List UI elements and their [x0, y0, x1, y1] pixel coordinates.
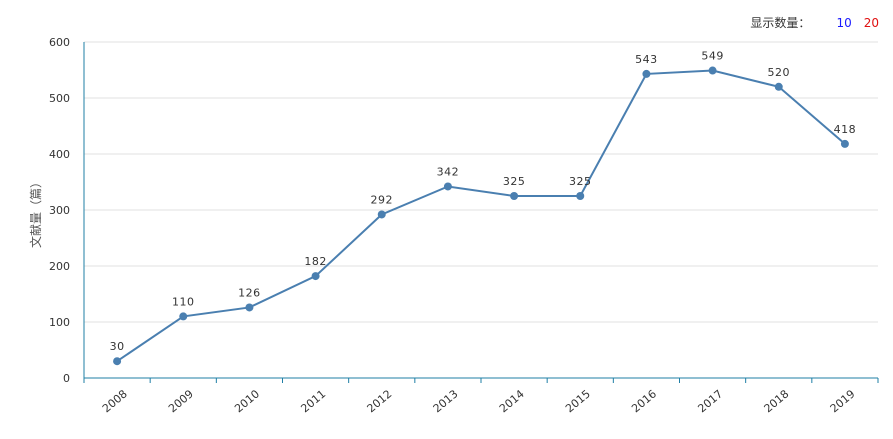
- data-point[interactable]: [576, 192, 585, 200]
- x-tick-label: 2011: [298, 387, 328, 415]
- x-tick-label: 2013: [431, 387, 461, 415]
- x-tick-label: 2008: [100, 387, 130, 415]
- y-axis-label: 文献量（篇）: [28, 176, 43, 248]
- data-label: 292: [371, 193, 394, 206]
- data-point[interactable]: [840, 139, 849, 148]
- x-tick-label: 2009: [166, 387, 196, 415]
- x-tick-label: 2019: [828, 387, 858, 415]
- data-point[interactable]: [708, 66, 717, 75]
- data-point[interactable]: [179, 312, 188, 321]
- data-label: 342: [437, 165, 460, 178]
- data-point[interactable]: [443, 182, 452, 191]
- data-point[interactable]: [113, 357, 122, 366]
- y-tick-label: 300: [49, 204, 70, 217]
- x-tick-label: 2014: [497, 387, 527, 415]
- data-point[interactable]: [510, 192, 519, 200]
- x-tick-label: 2010: [232, 387, 262, 415]
- data-label: 30: [110, 340, 125, 353]
- data-point[interactable]: [774, 82, 783, 91]
- data-label: 126: [238, 286, 261, 299]
- y-tick-label: 0: [63, 372, 70, 385]
- data-point[interactable]: [377, 210, 386, 219]
- display-count-label: 显示数量：: [750, 16, 811, 30]
- y-tick-label: 500: [49, 92, 70, 105]
- x-tick-label: 2012: [365, 387, 395, 415]
- data-label: 325: [569, 175, 592, 188]
- y-tick-label: 200: [49, 260, 70, 273]
- data-point[interactable]: [311, 272, 320, 281]
- x-axis: 2008 2009 2010 2011 2012 2013 2014 2015 2016 2017…: [83, 377, 879, 415]
- data-label: 549: [701, 50, 724, 63]
- x-tick-label: 2015: [563, 387, 593, 415]
- data-label: 543: [635, 53, 658, 66]
- series-layer: 30 110 126 182 292 342 325 325 543 549 520 418: [110, 50, 857, 366]
- x-tick-label: 2017: [695, 387, 725, 415]
- data-label: 182: [304, 255, 327, 268]
- data-point[interactable]: [642, 69, 651, 78]
- data-label: 325: [503, 175, 526, 188]
- data-label: 418: [834, 123, 857, 136]
- series-line: [116, 69, 846, 363]
- x-tick-label: 2018: [762, 387, 792, 415]
- y-tick-label: 600: [49, 36, 70, 49]
- grid-lines: [84, 41, 878, 323]
- y-tick-label: 400: [49, 148, 70, 161]
- y-axis-ticks: 0 100 200 300 400 500 600: [49, 36, 70, 385]
- data-point[interactable]: [245, 303, 254, 312]
- display-count-control: 显示数量： 10 20: [750, 14, 879, 31]
- count-option-10[interactable]: 10: [836, 15, 852, 30]
- count-option-20[interactable]: 20: [863, 15, 879, 30]
- data-label: 110: [172, 295, 195, 308]
- x-tick-label: 2016: [629, 387, 659, 415]
- y-tick-label: 100: [49, 316, 70, 329]
- data-label: 520: [768, 66, 791, 79]
